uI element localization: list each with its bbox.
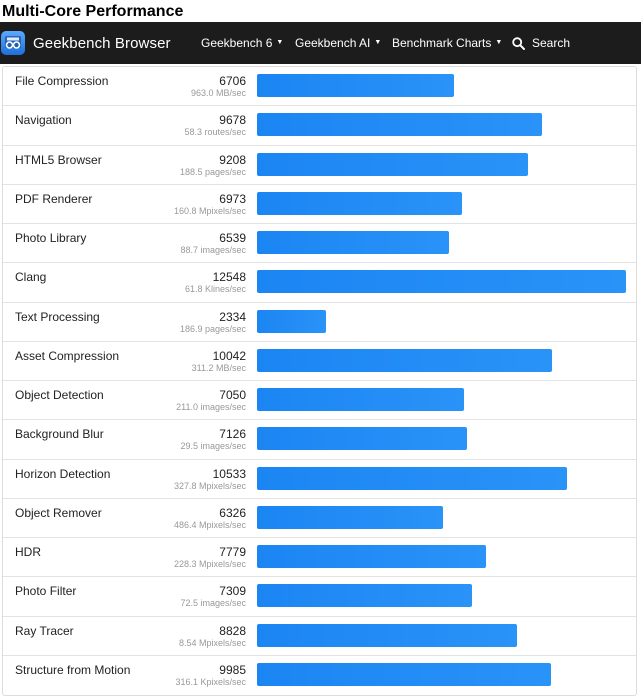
- table-row: HDR 7779 228.3 Mpixels/sec: [3, 538, 636, 578]
- table-row: Asset Compression 10042 311.2 MB/sec: [3, 342, 636, 381]
- benchmark-name: HTML5 Browser: [15, 152, 102, 167]
- score-bar: [257, 466, 567, 490]
- nav-item-label: Benchmark Charts: [392, 36, 492, 50]
- search-label: Search: [532, 36, 571, 50]
- benchmark-rate: 311.2 MB/sec: [191, 362, 246, 373]
- score-bar: [257, 505, 443, 529]
- benchmark-name: Text Processing: [15, 309, 100, 324]
- benchmark-rate: 486.4 Mpixels/sec: [173, 519, 246, 530]
- benchmark-rate: 29.5 images/sec: [180, 441, 246, 452]
- benchmark-rate: 186.9 pages/sec: [179, 323, 246, 334]
- caret-down-icon: ▼: [495, 38, 503, 46]
- score-bar: [257, 270, 626, 294]
- benchmark-rate: 58.3 routes/sec: [184, 127, 246, 138]
- table-row: Background Blur 7126 29.5 images/sec: [3, 420, 636, 460]
- benchmark-score: 6706: [219, 74, 246, 88]
- benchmark-score: 7126: [219, 427, 246, 442]
- table-row: PDF Renderer 6973 160.8 Mpixels/sec: [3, 185, 636, 224]
- table-row: Photo Library 6539 88.7 images/sec: [3, 224, 636, 264]
- benchmark-rate: 211.0 images/sec: [176, 402, 246, 412]
- benchmark-name: Background Blur: [15, 427, 104, 442]
- benchmark-rate: 963.0 MB/sec: [190, 88, 246, 98]
- score-bar: [257, 309, 326, 333]
- benchmark-score: 7309: [219, 584, 246, 599]
- score-bar: [257, 152, 528, 176]
- score-bar: [257, 662, 551, 686]
- benchmark-name: Clang: [15, 270, 47, 285]
- benchmark-score: 6326: [219, 505, 246, 520]
- benchmark-name: File Compression: [15, 74, 109, 88]
- table-row: Structure from Motion 9985 316.1 Kpixels/s…: [3, 656, 636, 695]
- benchmark-name: Ray Tracer: [15, 623, 74, 638]
- benchmark-name: Structure from Motion: [15, 662, 131, 677]
- search-icon: [512, 36, 525, 50]
- benchmark-name: PDF Renderer: [15, 191, 93, 206]
- benchmark-score: 7050: [219, 388, 246, 402]
- benchmark-rate: 327.8 Mpixels/sec: [173, 480, 246, 491]
- table-row: File Compression 6706 963.0 MB/sec: [3, 67, 636, 107]
- benchmark-score: 10042: [212, 348, 246, 363]
- benchmark-rate: 188.5 pages/sec: [179, 166, 246, 177]
- table-row: Text Processing 2334 186.9 pages/sec: [3, 303, 636, 342]
- nav-search-button[interactable]: Search: [512, 22, 570, 64]
- score-bar: [257, 74, 454, 97]
- score-bar: [257, 191, 462, 215]
- benchmark-score: 6539: [219, 231, 246, 245]
- benchmark-score: 10533: [212, 466, 246, 481]
- caret-down-icon: ▼: [374, 38, 382, 46]
- nav-item-label: Geekbench 6: [201, 36, 273, 50]
- benchmark-results-table: File Compression 6706 963.0 MB/sec Navigati…: [2, 66, 637, 696]
- caret-down-icon: ▼: [276, 38, 284, 46]
- benchmark-rate: 88.7 images/sec: [180, 245, 246, 255]
- benchmark-score: 9208: [219, 152, 246, 167]
- benchmark-name: Horizon Detection: [15, 466, 111, 481]
- benchmark-name: Photo Filter: [15, 584, 77, 599]
- benchmark-name: Object Remover: [15, 505, 102, 520]
- benchmark-rate: 8.54 Mpixels/sec: [178, 637, 246, 648]
- benchmark-rate: 160.8 Mpixels/sec: [173, 205, 246, 216]
- score-bar: [257, 113, 542, 137]
- brand-link[interactable]: Geekbench Browser: [1, 31, 171, 55]
- table-row: Object Remover 6326 486.4 Mpixels/sec: [3, 499, 636, 538]
- benchmark-score: 2334: [219, 309, 246, 324]
- geekbench-logo-icon: [1, 31, 25, 55]
- benchmark-score: 12548: [212, 270, 246, 285]
- benchmark-rate: 61.8 Klines/sec: [184, 284, 246, 295]
- score-bar: [257, 231, 449, 254]
- nav-geekbench-6-dropdown[interactable]: Geekbench 6 ▼: [201, 22, 283, 64]
- benchmark-name: Asset Compression: [15, 348, 120, 363]
- benchmark-score: 7779: [219, 545, 246, 559]
- brand-name: Geekbench Browser: [33, 34, 171, 52]
- score-bar: [257, 427, 467, 451]
- score-bar: [257, 348, 552, 372]
- table-row: Clang 12548 61.8 Klines/sec: [3, 263, 636, 303]
- benchmark-score: 8828: [219, 623, 246, 638]
- score-bar: [257, 388, 464, 411]
- benchmark-score: 9678: [219, 113, 246, 128]
- nav-benchmark-charts-dropdown[interactable]: Benchmark Charts ▼: [392, 22, 502, 64]
- score-bar: [257, 545, 486, 568]
- benchmark-rate: 316.1 Kpixels/sec: [175, 676, 246, 687]
- benchmark-score: 6973: [219, 191, 246, 206]
- score-bar: [257, 584, 472, 608]
- table-row: Navigation 9678 58.3 routes/sec: [3, 106, 636, 146]
- nav-geekbench-ai-dropdown[interactable]: Geekbench AI ▼: [295, 22, 381, 64]
- benchmark-name: HDR: [15, 545, 41, 559]
- benchmark-name: Navigation: [15, 113, 72, 128]
- table-row: Ray Tracer 8828 8.54 Mpixels/sec: [3, 617, 636, 656]
- page-title: Multi-Core Performance: [2, 3, 184, 20]
- score-bar: [257, 623, 517, 647]
- benchmark-name: Photo Library: [15, 231, 87, 245]
- benchmark-rate: 228.3 Mpixels/sec: [173, 559, 246, 569]
- benchmark-score: 9985: [219, 662, 246, 677]
- table-row: Photo Filter 7309 72.5 images/sec: [3, 577, 636, 617]
- table-row: Horizon Detection 10533 327.8 Mpixels/sec: [3, 460, 636, 499]
- navbar: Geekbench Browser Geekbench 6 ▼ Geekbenc…: [0, 22, 641, 64]
- nav-item-label: Geekbench AI: [295, 36, 371, 50]
- benchmark-rate: 72.5 images/sec: [180, 598, 246, 609]
- benchmark-name: Object Detection: [15, 388, 104, 402]
- table-row: HTML5 Browser 9208 188.5 pages/sec: [3, 146, 636, 185]
- table-row: Object Detection 7050 211.0 images/sec: [3, 381, 636, 421]
